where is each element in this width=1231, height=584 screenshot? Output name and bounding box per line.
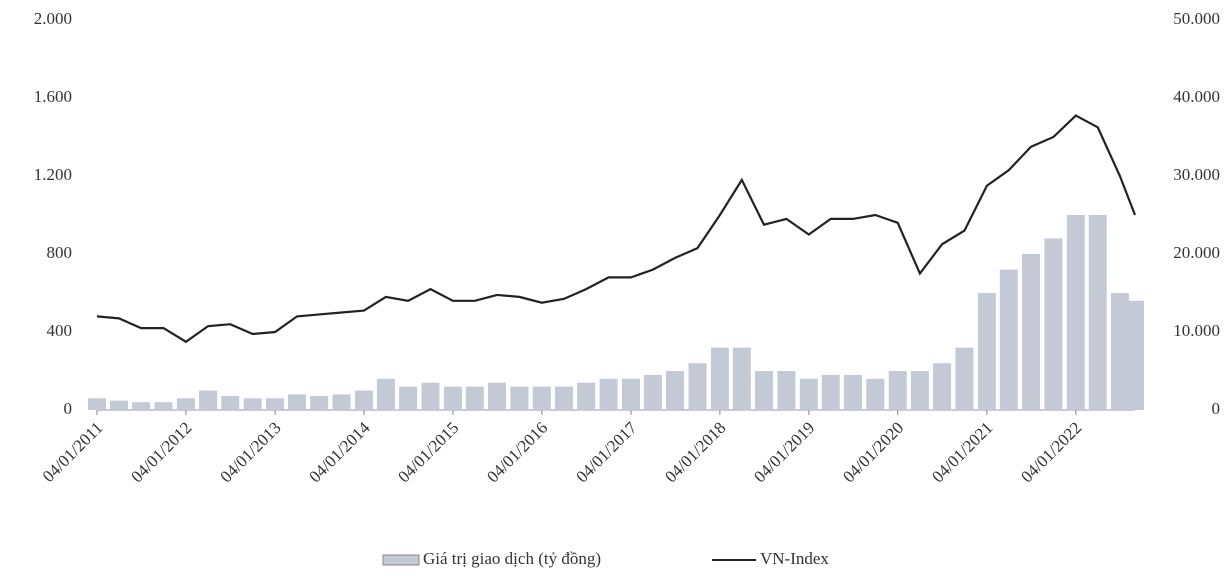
bar: [1126, 300, 1144, 410]
bar: [710, 347, 729, 410]
bar: [955, 347, 974, 410]
bar: [109, 400, 128, 410]
y2-tick-label: 0: [1212, 399, 1221, 418]
x-tick-label: 04/01/2015: [394, 418, 462, 486]
bar: [532, 386, 551, 410]
bar: [666, 371, 685, 410]
legend-label: Giá trị giao dịch (tỷ đồng): [423, 549, 601, 568]
bar: [176, 398, 195, 410]
bar: [243, 398, 262, 410]
x-tick-label: 04/01/2016: [483, 418, 551, 486]
bar: [799, 378, 818, 410]
bar: [88, 398, 106, 410]
bar: [287, 394, 306, 410]
y2-tick-label: 30.000: [1173, 165, 1220, 184]
x-tick-label: 04/01/2017: [572, 418, 641, 487]
bar: [999, 269, 1018, 410]
x-tick-label: 04/01/2011: [39, 418, 107, 486]
y-tick-label: 400: [47, 321, 73, 340]
bar: [621, 378, 640, 410]
bar: [754, 371, 773, 410]
bar: [399, 386, 418, 410]
bar: [688, 363, 707, 410]
bar: [487, 382, 506, 410]
bar: [577, 382, 596, 410]
bar: [310, 395, 329, 410]
bar: [421, 382, 440, 410]
x-tick-label: 04/01/2014: [305, 418, 374, 487]
bar: [221, 395, 240, 410]
y2-tick-label: 20.000: [1173, 243, 1220, 262]
bar: [154, 402, 173, 410]
bar: [933, 363, 952, 410]
y-tick-label: 2.000: [34, 9, 72, 28]
y2-tick-label: 50.000: [1173, 9, 1220, 28]
bar: [1110, 293, 1129, 410]
x-tick-label: 04/01/2021: [928, 418, 996, 486]
bar: [376, 378, 395, 410]
y2-tick-label: 40.000: [1173, 87, 1220, 106]
legend-label: VN-Index: [760, 549, 829, 568]
y-tick-label: 0: [64, 399, 73, 418]
y-tick-label: 1.200: [34, 165, 72, 184]
y-tick-label: 1.600: [34, 87, 72, 106]
bar: [821, 374, 840, 410]
bar: [910, 371, 929, 410]
bar: [354, 390, 373, 410]
x-tick-label: 04/01/2020: [839, 418, 907, 486]
bar: [866, 378, 885, 410]
bar: [443, 386, 462, 410]
bar: [510, 386, 529, 410]
bar: [132, 402, 151, 410]
bar: [777, 371, 796, 410]
bar: [732, 347, 751, 410]
bar: [1066, 215, 1085, 410]
x-tick-label: 04/01/2018: [661, 418, 729, 486]
bar: [843, 374, 862, 410]
legend-swatch: [382, 554, 420, 566]
bar: [888, 371, 907, 410]
bar: [1044, 238, 1063, 410]
x-tick-label: 04/01/2022: [1017, 418, 1085, 486]
x-tick-label: 04/01/2012: [127, 418, 195, 486]
line: [96, 114, 1137, 344]
bar: [599, 378, 618, 410]
bar: [977, 293, 996, 410]
y2-tick-label: 10.000: [1173, 321, 1220, 340]
x-tick-label: 04/01/2013: [216, 418, 284, 486]
y-tick-label: 800: [47, 243, 73, 262]
x-tick-label: 04/01/2019: [750, 418, 818, 486]
bar: [465, 386, 484, 410]
bar: [199, 390, 218, 410]
bar: [1088, 215, 1107, 410]
bar: [332, 394, 351, 410]
bar: [643, 374, 662, 410]
bar: [1021, 254, 1040, 410]
bar: [266, 398, 285, 410]
bar: [554, 386, 573, 410]
